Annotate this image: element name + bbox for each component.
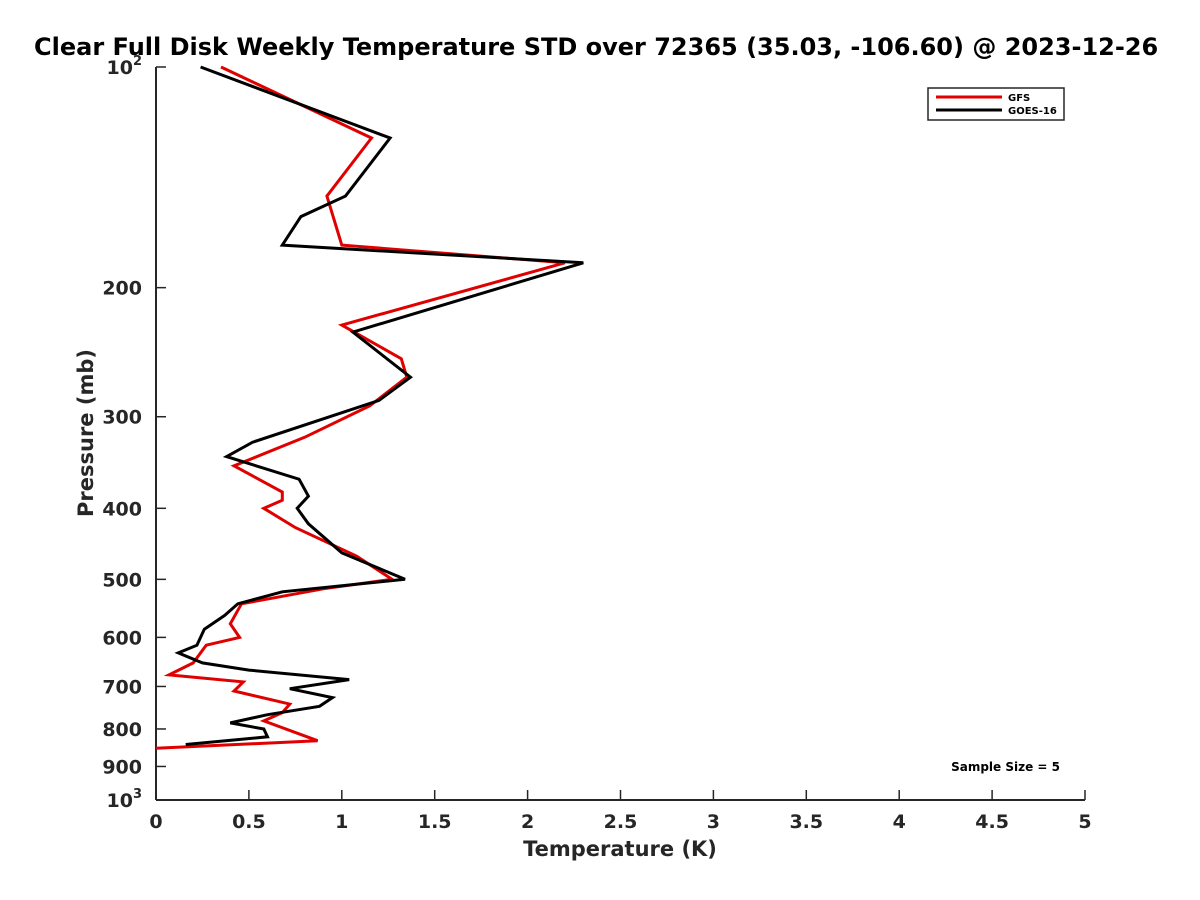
legend-label: GFS: [1008, 93, 1030, 104]
x-tick-label: 4.5: [975, 811, 1009, 833]
y-tick-label: 102: [107, 54, 143, 79]
y-tick-label: 400: [102, 498, 142, 520]
x-tick-label: 0.5: [232, 811, 266, 833]
x-tick-label: 1: [335, 811, 348, 833]
y-tick-label: 700: [102, 676, 142, 698]
y-tick-label: 200: [102, 278, 142, 300]
y-tick-label: 500: [102, 569, 142, 591]
x-axis-label: Temperature (K): [523, 837, 717, 861]
legend: GFS GOES-16: [927, 87, 1065, 121]
series-line-gfs: [155, 65, 566, 750]
y-tick-base: 10: [107, 790, 133, 812]
y-tick-label: 103: [107, 787, 143, 812]
x-tick-label: 3: [707, 811, 720, 833]
legend-box: [927, 87, 1065, 121]
x-axis-ticks: 0 0.5 1 1.5 2 2.5 3 3.5 4 4.5 5: [149, 790, 1092, 833]
x-tick-label: 2.5: [604, 811, 638, 833]
x-tick-label: 0: [149, 811, 162, 833]
y-tick-base: 10: [107, 57, 133, 79]
y-tick-exponent: 2: [133, 54, 142, 69]
legend-label: GOES-16: [1008, 106, 1057, 117]
y-tick-exponent: 3: [133, 787, 142, 802]
y-tick-label: 800: [102, 719, 142, 741]
series-line-goes-16: [174, 65, 584, 746]
series-layer: [155, 65, 584, 750]
x-tick-label: 5: [1078, 811, 1091, 833]
x-tick-label: 4: [893, 811, 906, 833]
x-tick-label: 3.5: [789, 811, 823, 833]
sample-size-note: Sample Size = 5: [951, 760, 1060, 774]
y-tick-label: 300: [102, 407, 142, 429]
x-tick-label: 1.5: [418, 811, 452, 833]
y-tick-label: 600: [102, 627, 142, 649]
y-tick-label: 900: [102, 756, 142, 778]
chart-title: Clear Full Disk Weekly Temperature STD o…: [34, 33, 1158, 61]
x-tick-label: 2: [521, 811, 534, 833]
y-axis-label: Pressure (mb): [74, 349, 98, 517]
